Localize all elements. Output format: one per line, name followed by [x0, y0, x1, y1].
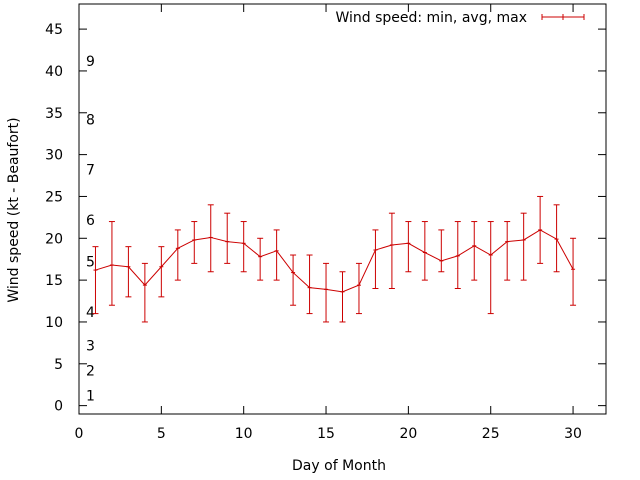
x-tick-label: 5: [157, 426, 166, 442]
y-axis-title: Wind speed (kt - Beaufort): [6, 117, 22, 302]
x-tick-label: 0: [75, 426, 84, 442]
beaufort-label: 2: [86, 363, 95, 379]
y-tick-label: 0: [54, 399, 63, 415]
y-tick-label: 35: [45, 106, 63, 122]
beaufort-label: 5: [86, 255, 95, 271]
x-tick-label: 25: [482, 426, 500, 442]
beaufort-label: 9: [86, 54, 95, 70]
y-tick-label: 10: [45, 315, 63, 331]
beaufort-label: 7: [86, 163, 95, 179]
y-tick-label: 30: [45, 148, 63, 164]
beaufort-labels: 1 2 3 4 5 6 7 8 9: [86, 54, 95, 405]
avg-line-group: [93, 229, 576, 293]
x-axis-title: Day of Month: [292, 458, 386, 474]
x-tick-label: 10: [235, 426, 253, 442]
x-tick-label: 30: [564, 426, 582, 442]
x-tick-label: 15: [317, 426, 335, 442]
y-tick-label: 40: [45, 64, 63, 80]
beaufort-label: 3: [86, 338, 95, 354]
y-tick-label: 25: [45, 189, 63, 205]
y-tick-label: 5: [54, 357, 63, 373]
beaufort-label: 6: [86, 213, 95, 229]
error-bars: [92, 195, 577, 323]
x-tick-label: 20: [399, 426, 417, 442]
beaufort-label: 4: [86, 305, 95, 321]
y-tick-label: 45: [45, 22, 63, 38]
legend: Wind speed: min, avg, max: [335, 10, 585, 26]
avg-line: [95, 229, 574, 293]
plot-frame: [78, 3, 607, 415]
beaufort-label: 8: [86, 112, 95, 128]
x-ticks: 0 5 10 15 20 25 30: [75, 4, 582, 442]
y-tick-label: 15: [45, 273, 63, 289]
legend-sample: [541, 14, 585, 20]
y-tick-label: 20: [45, 231, 63, 247]
legend-label: Wind speed: min, avg, max: [335, 10, 527, 26]
plot-border: [78, 3, 607, 415]
beaufort-label: 1: [86, 389, 95, 405]
